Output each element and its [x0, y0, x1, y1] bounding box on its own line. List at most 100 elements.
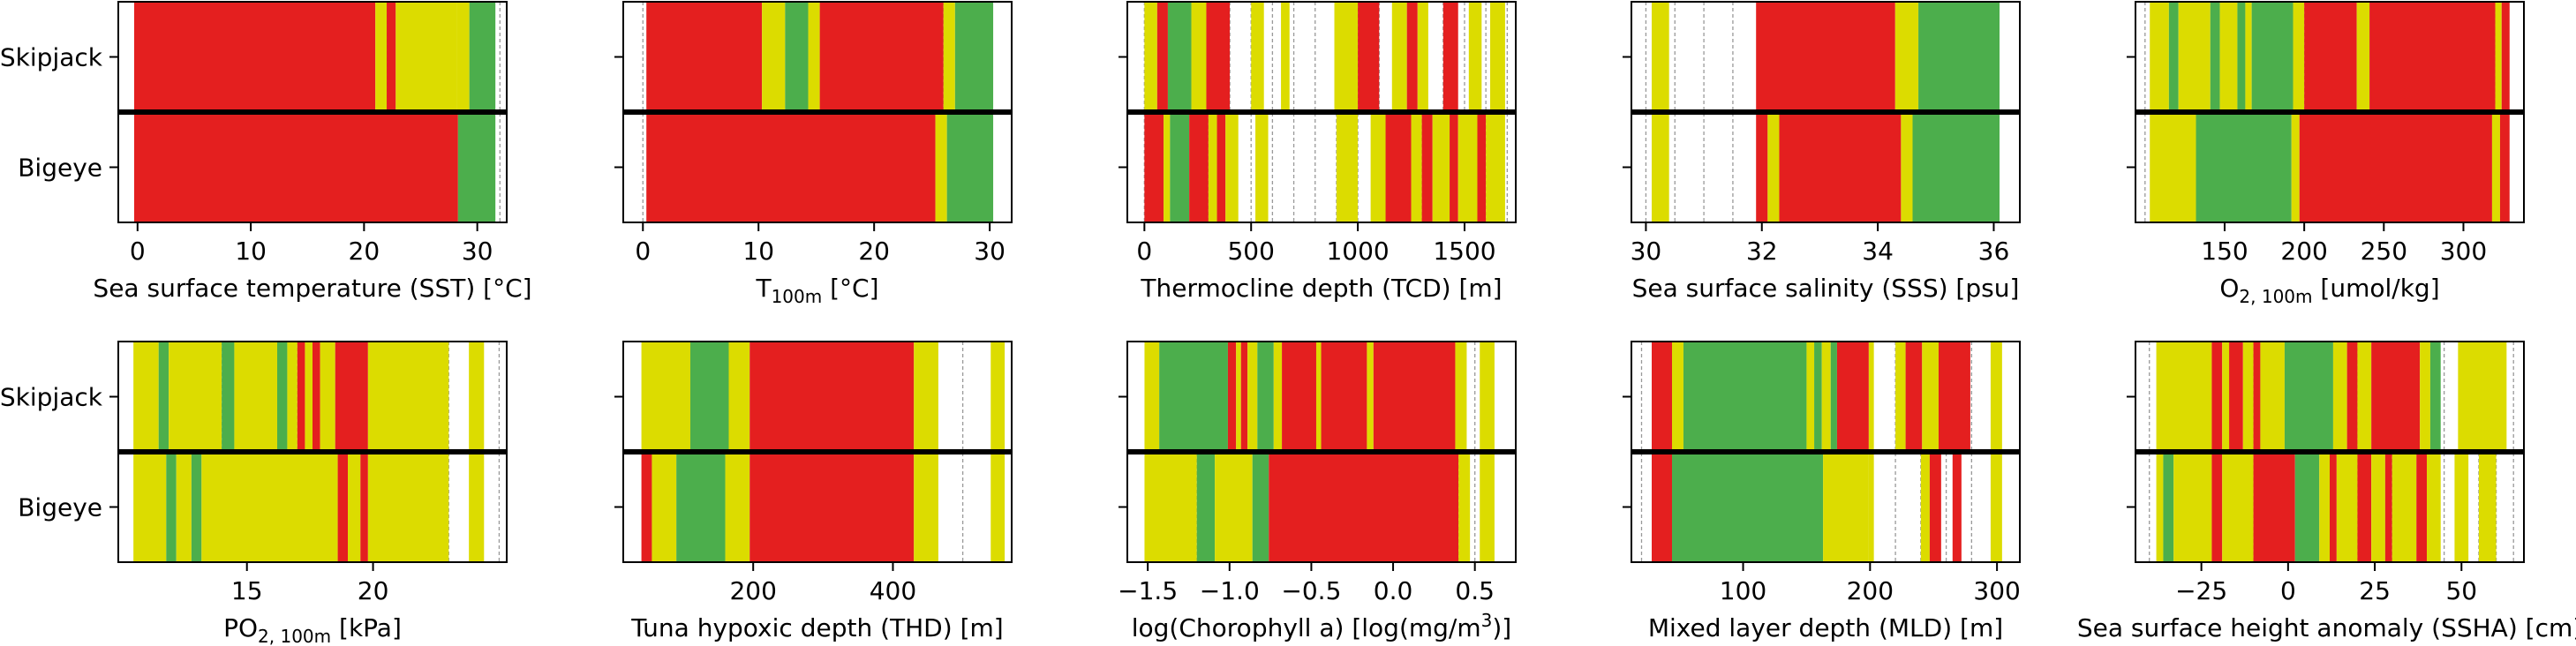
x-tick-label: 500	[1227, 237, 1274, 266]
segment-bigeye-red	[2299, 112, 2492, 222]
plot-area	[641, 342, 1006, 562]
segment-skipjack-red	[2211, 342, 2223, 452]
segment-bigeye-green	[676, 452, 726, 562]
segment-bigeye-red	[1216, 112, 1226, 222]
segment-skipjack-yellow	[1468, 2, 1482, 112]
x-axis-label: Thermocline depth (TCD) [m]	[1140, 274, 1502, 303]
segment-skipjack-yellow	[469, 342, 485, 452]
segment-bigeye-red	[2384, 452, 2392, 562]
segment-skipjack-yellow	[395, 2, 457, 112]
axes-frame	[1631, 1, 2021, 223]
segment-skipjack-yellow	[234, 342, 277, 452]
segment-bigeye-yellow	[2156, 452, 2164, 562]
segment-bigeye-yellow	[1651, 112, 1669, 222]
y-tick-label-bigeye: Bigeye	[18, 493, 102, 522]
axes-frame	[1126, 1, 1517, 223]
x-tick-label: −0.5	[1281, 576, 1341, 605]
segment-skipjack-yellow	[169, 342, 222, 452]
panel-sea-surface-salinity-sss-psu: 30 32 34 36 Sea surface salinity (SSS) [psu]	[1623, 1, 2021, 303]
x-tick-label: 20	[858, 237, 890, 266]
axes-frame	[2135, 1, 2525, 223]
segment-bigeye-red	[337, 452, 348, 562]
x-tick-label: 0	[635, 237, 651, 266]
x-tick-label: 200	[729, 576, 776, 605]
x-axis-label: Tuna hypoxic depth (THD) [m]	[630, 613, 1003, 642]
segment-bigeye-yellow	[133, 452, 167, 562]
segment-bigeye-yellow	[2491, 112, 2500, 222]
segment-bigeye-yellow	[935, 112, 947, 222]
segment-bigeye-green	[1252, 452, 1269, 562]
segment-bigeye-red	[2330, 452, 2337, 562]
segment-skipjack-yellow	[320, 342, 335, 452]
axes-frame	[117, 1, 508, 223]
segment-bigeye-yellow	[1823, 452, 1869, 562]
segment-skipjack-green	[785, 2, 809, 112]
x-tick-label: 30	[1631, 237, 1662, 266]
segment-skipjack-green	[2251, 2, 2294, 112]
segment-skipjack-yellow	[2495, 2, 2502, 112]
segment-bigeye-yellow	[1868, 452, 1874, 562]
segment-skipjack-red	[335, 342, 368, 452]
axes-frame	[117, 341, 508, 563]
x-tick-label: 30	[974, 237, 1006, 266]
segment-bigeye-red	[2357, 452, 2372, 562]
x-tick-label: 1000	[1326, 237, 1389, 266]
segment-bigeye-green	[2196, 112, 2292, 222]
x-tick-label: 0	[2280, 576, 2296, 605]
segment-skipjack-yellow	[2222, 342, 2230, 452]
segment-skipjack-green	[277, 342, 288, 452]
x-tick-label: 0	[1136, 237, 1152, 266]
segment-bigeye-yellow	[1215, 452, 1253, 562]
x-tick-label: 20	[349, 237, 380, 266]
segment-skipjack-yellow	[375, 2, 388, 112]
segment-bigeye-yellow	[2336, 452, 2358, 562]
panel-po2-100m-kpa: Skipjack Bigeye 15 20 PO2, 100m [kPa]	[0, 341, 508, 646]
x-axis-label: Sea surface salinity (SSS) [psu]	[1632, 274, 2020, 303]
segment-skipjack-red	[313, 342, 320, 452]
segment-bigeye-yellow	[1990, 452, 2002, 562]
axes-frame	[1126, 341, 1517, 563]
segment-skipjack-red	[2346, 342, 2358, 452]
segment-skipjack-red	[1282, 342, 1316, 452]
x-tick-label: 10	[742, 237, 774, 266]
segment-bigeye-yellow	[2150, 112, 2196, 222]
plot-area	[1143, 2, 1508, 222]
x-axis-label: O2, 100m [umol/kg]	[2219, 274, 2439, 307]
x-tick-label: 1500	[1433, 237, 1495, 266]
segment-skipjack-yellow	[1144, 2, 1157, 112]
segment-skipjack-red	[2369, 2, 2496, 112]
segment-bigeye-green	[2163, 452, 2174, 562]
segment-skipjack-green	[1167, 2, 1192, 112]
x-axis-label: Mixed layer depth (MLD) [m]	[1648, 613, 2003, 642]
x-tick-label: 34	[1862, 237, 1894, 266]
segment-skipjack-yellow	[305, 342, 313, 452]
segment-bigeye-red	[2499, 112, 2510, 222]
axes-frame	[622, 1, 1013, 223]
segment-skipjack-yellow	[1315, 342, 1322, 452]
segment-skipjack-red	[1240, 342, 1248, 452]
segment-skipjack-red	[1442, 2, 1458, 112]
segment-skipjack-yellow	[808, 2, 820, 112]
x-axis-label: PO2, 100m [kPa]	[223, 613, 402, 646]
segment-skipjack-green	[689, 342, 729, 452]
segment-bigeye-red	[1421, 112, 1433, 222]
segment-bigeye-yellow	[2454, 452, 2469, 562]
segment-skipjack-yellow	[728, 342, 750, 452]
plot-area	[2149, 342, 2514, 562]
segment-bigeye-yellow	[2427, 452, 2441, 562]
x-tick-label: 25	[2359, 576, 2391, 605]
segment-bigeye-yellow	[2291, 112, 2300, 222]
segment-bigeye-yellow	[1480, 452, 1495, 562]
segment-bigeye-yellow	[652, 452, 677, 562]
segment-skipjack-yellow	[1334, 2, 1359, 112]
plot-area	[133, 2, 501, 222]
segment-bigeye-yellow	[1901, 112, 1913, 222]
segment-bigeye-red	[1144, 112, 1164, 222]
panel-sea-surface-temperature-sst-c: Skipjack Bigeye 0 10 20 30 Sea surface tempera…	[0, 1, 532, 303]
segment-skipjack-yellow	[641, 342, 690, 452]
x-tick-label: 10	[235, 237, 267, 266]
x-tick-label: 36	[1978, 237, 2010, 266]
panel-thermocline-depth-tcd-m: 0 500 1000 1500 Thermocline depth (TCD) [m]	[1119, 1, 1517, 303]
segment-skipjack-red	[133, 2, 376, 112]
